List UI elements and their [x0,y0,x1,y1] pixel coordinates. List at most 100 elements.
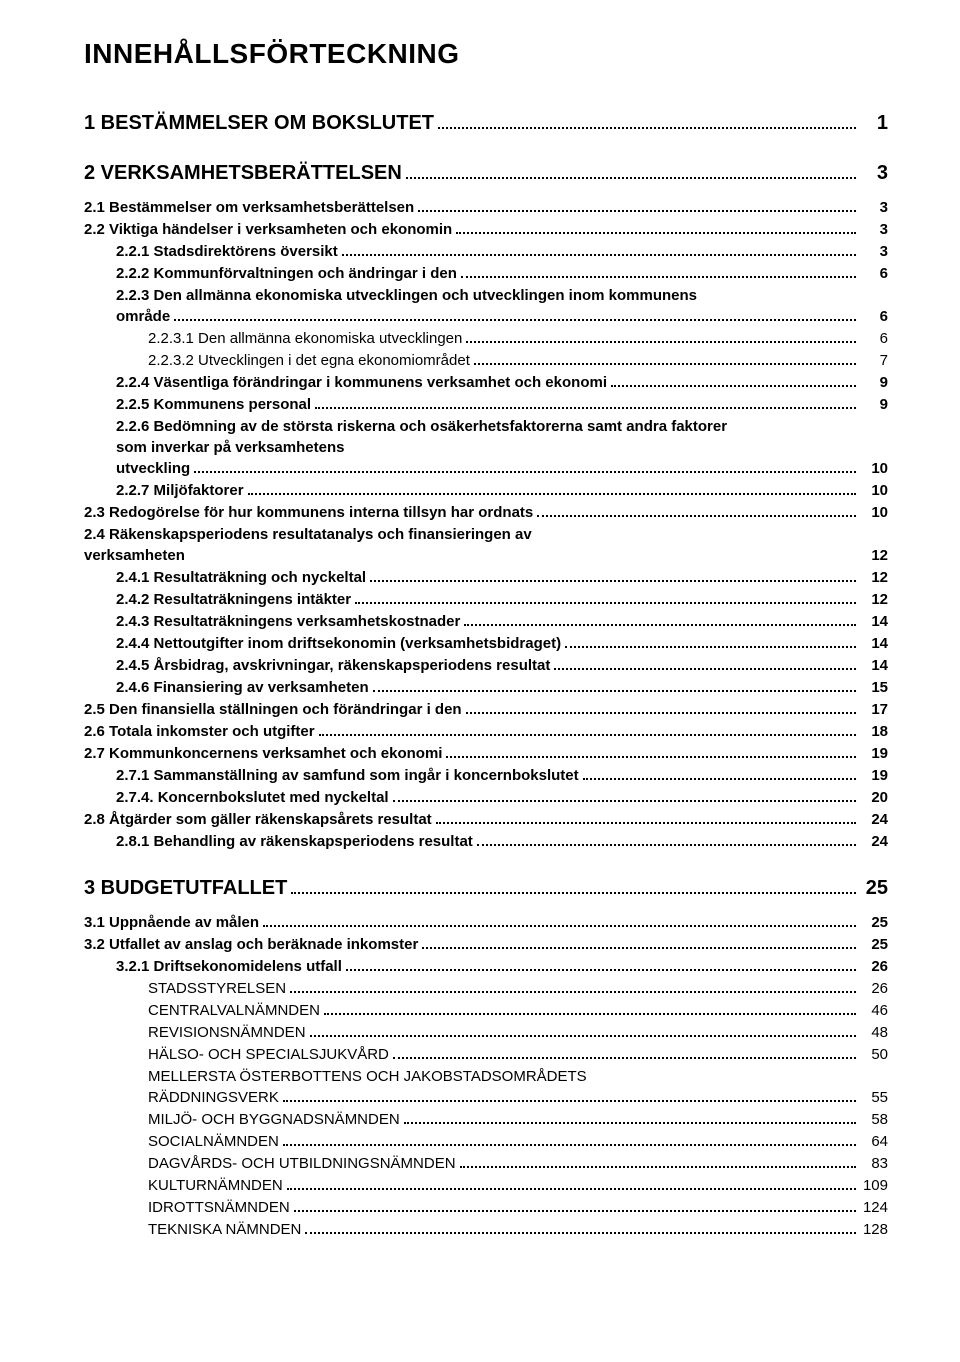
toc-label: REVISIONSNÄMNDEN [148,1022,306,1043]
toc-leader [370,569,856,582]
toc-entry: 2.8.1 Behandling av räkenskapsperiodens … [116,831,888,852]
toc-page: 14 [860,633,888,654]
toc-page: 109 [860,1175,888,1196]
toc-label: STADSSTYRELSEN [148,978,286,999]
toc-page: 20 [860,787,888,808]
toc-label: DAGVÅRDS- OCH UTBILDNINGSNÄMNDEN [148,1153,456,1174]
toc-leader [406,162,856,179]
toc-leader [466,701,856,714]
toc-page: 6 [860,328,888,349]
toc-leader [436,811,856,824]
toc-page: 55 [860,1087,888,1108]
toc-page: 128 [860,1219,888,1240]
toc-label: 2.1 Bestämmelser om verksamhetsberättels… [84,197,414,218]
toc-page: 25 [860,874,888,902]
toc-entry: 2.2.4 Väsentliga förändringar i kommunen… [116,372,888,393]
toc-entry: 2.7.4. Koncernbokslutet med nyckeltal 20 [116,787,888,808]
toc-label: 2.7 Kommunkoncernens verksamhet och ekon… [84,743,442,764]
toc-entry: 2.2.5 Kommunens personal9 [116,394,888,415]
toc-page: 12 [860,589,888,610]
toc-page: 26 [860,956,888,977]
toc-entry: MELLERSTA ÖSTERBOTTENS OCH JAKOBSTADSOMR… [148,1066,888,1108]
toc-label: MELLERSTA ÖSTERBOTTENS OCH JAKOBSTADSOMR… [148,1066,788,1087]
toc-page: 9 [860,372,888,393]
toc-leader [248,482,856,495]
toc-page: 19 [860,743,888,764]
toc-page: 12 [860,545,888,566]
toc-entry: 2.2.3 Den allmänna ekonomiska utveckling… [116,285,888,327]
toc-label: 3 BUDGETUTFALLET [84,874,287,902]
toc-page: 6 [860,263,888,284]
toc-label: 1 BESTÄMMELSER OM BOKSLUTET [84,109,434,137]
toc-page: 19 [860,765,888,786]
toc-page: 26 [860,978,888,999]
toc-leader [324,1002,856,1015]
toc-page: 25 [860,912,888,933]
toc-entry: STADSSTYRELSEN 26 [148,978,888,999]
toc-entry: 2.4 Räkenskapsperiodens resultatanalys o… [84,524,888,566]
toc-leader [565,635,856,648]
toc-entry: 2.2.3.2 Utvecklingen i det egna ekonomio… [148,350,888,371]
toc-leader [583,767,856,780]
toc-entry: 2.4.5 Årsbidrag, avskrivningar, räkenska… [116,655,888,676]
toc-entry: SOCIALNÄMNDEN64 [148,1131,888,1152]
toc-entry: 2.4.3 Resultaträkningens verksamhetskost… [116,611,888,632]
toc-leader [474,352,856,365]
toc-leader [355,591,856,604]
toc-leader [263,914,856,927]
toc-label: 2.7.1 Sammanställning av samfund som ing… [116,765,579,786]
toc-label: 2.4.3 Resultaträkningens verksamhetskost… [116,611,460,632]
toc-label: 2.2.1 Stadsdirektörens översikt [116,241,338,262]
toc-page: 10 [860,502,888,523]
toc-label: 3.2.1 Driftsekonomidelens utfall [116,956,342,977]
toc-leader [418,199,856,212]
toc-leader [464,613,856,626]
toc-entry: REVISIONSNÄMNDEN 48 [148,1022,888,1043]
toc-entry: HÄLSO- OCH SPECIALSJUKVÅRD50 [148,1044,888,1065]
toc-page: 10 [860,480,888,501]
toc-label: 3.2 Utfallet av anslag och beräknade ink… [84,934,418,955]
toc-label: MILJÖ- OCH BYGGNADSNÄMNDEN [148,1109,400,1130]
toc-leader [456,221,856,234]
toc-entry: 2.8 Åtgärder som gäller räkenskapsårets … [84,809,888,830]
toc-entry: 3.2.1 Driftsekonomidelens utfall 26 [116,956,888,977]
toc-page: 48 [860,1022,888,1043]
toc-entry: 2.4.4 Nettoutgifter inom driftsekonomin … [116,633,888,654]
toc-page: 24 [860,831,888,852]
toc-entry: 2.4.6 Finansiering av verksamheten15 [116,677,888,698]
toc-leader [466,330,856,343]
toc-entry: 2.2.7 Miljöfaktorer10 [116,480,888,501]
toc-label: 2.2 Viktiga händelser i verksamheten och… [84,219,452,240]
toc-entry: 2.2.6 Bedömning av de största riskerna o… [116,416,888,479]
toc-entry: KULTURNÄMNDEN109 [148,1175,888,1196]
toc-page: 58 [860,1109,888,1130]
toc-entry: 2 VERKSAMHETSBERÄTTELSEN3 [84,159,888,187]
toc-label: 2.4.1 Resultaträkning och nyckeltal [116,567,366,588]
toc-leader [404,1111,856,1124]
toc-page: 24 [860,809,888,830]
page-title: INNEHÅLLSFÖRTECKNING [84,34,888,73]
table-of-contents: 1 BESTÄMMELSER OM BOKSLUTET12 VERKSAMHET… [84,109,888,1240]
toc-label: 2.6 Totala inkomster och utgifter [84,721,315,742]
toc-page: 50 [860,1044,888,1065]
toc-label: IDROTTSNÄMNDEN [148,1197,290,1218]
toc-label: 2.2.3.1 Den allmänna ekonomiska utveckli… [148,328,462,349]
toc-page: 18 [860,721,888,742]
toc-page: 15 [860,677,888,698]
toc-page: 3 [860,241,888,262]
toc-label: 2.7.4. Koncernbokslutet med nyckeltal [116,787,389,808]
toc-leader [446,745,856,758]
toc-leader [189,547,856,560]
toc-leader [283,1089,856,1102]
toc-leader [283,1133,856,1146]
toc-entry: 2.1 Bestämmelser om verksamhetsberättels… [84,197,888,218]
toc-entry: 2.6 Totala inkomster och utgifter 18 [84,721,888,742]
toc-label: 2.5 Den finansiella ställningen och förä… [84,699,462,720]
toc-label: 2.2.3.2 Utvecklingen i det egna ekonomio… [148,350,470,371]
toc-page: 3 [860,159,888,187]
toc-label: 2.2.4 Väsentliga förändringar i kommunen… [116,372,607,393]
toc-entry: 2.2 Viktiga händelser i verksamheten och… [84,219,888,240]
toc-entry: 3.1 Uppnående av målen25 [84,912,888,933]
toc-leader [305,1221,856,1234]
toc-leader [194,460,856,473]
